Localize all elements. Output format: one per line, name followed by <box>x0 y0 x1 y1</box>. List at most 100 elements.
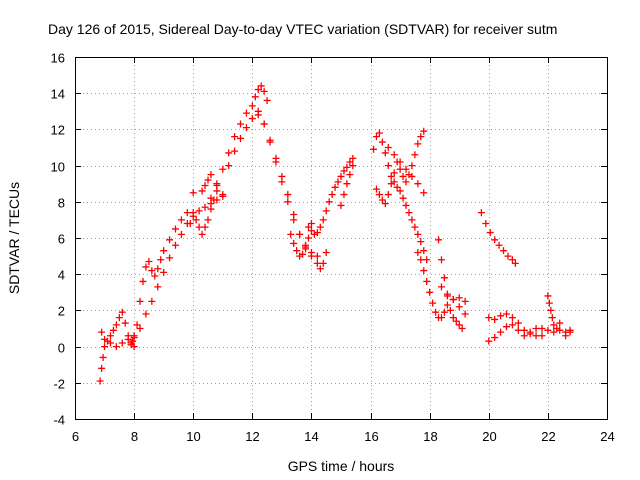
y-tick-label: 10 <box>51 160 65 175</box>
data-point-marker <box>514 319 522 327</box>
data-point-marker <box>337 201 345 209</box>
data-point-marker <box>414 248 422 256</box>
data-point-marker <box>491 236 499 244</box>
data-point-marker <box>387 180 395 188</box>
data-point-marker <box>411 151 419 159</box>
data-point-marker <box>331 183 339 191</box>
data-point-marker <box>313 229 321 237</box>
x-tick-label: 22 <box>541 429 555 444</box>
y-tick-label: 8 <box>58 196 65 211</box>
data-point-marker <box>96 377 104 385</box>
data-point-marker <box>183 209 191 217</box>
data-point-marker <box>381 200 389 208</box>
data-point-marker <box>508 256 516 264</box>
series-arc-k <box>304 154 357 238</box>
data-point-marker <box>207 194 215 202</box>
data-point-marker <box>145 258 153 266</box>
data-point-marker <box>538 325 546 332</box>
series-arc-h <box>225 111 330 273</box>
data-point-marker <box>325 198 333 206</box>
data-point-marker <box>213 182 221 190</box>
data-point-marker <box>520 326 528 334</box>
data-point-marker <box>417 133 425 141</box>
data-point-marker <box>485 337 493 345</box>
data-point-marker <box>293 247 301 255</box>
grid-lines <box>75 57 607 419</box>
data-point-marker <box>384 144 392 151</box>
data-point-marker <box>485 314 493 322</box>
data-point-marker <box>532 332 540 340</box>
data-point-marker <box>449 314 457 322</box>
data-point-marker <box>491 315 499 323</box>
data-point-marker <box>514 326 522 334</box>
data-point-marker <box>545 299 553 307</box>
data-point-marker <box>396 165 404 173</box>
data-point-marker <box>420 247 428 255</box>
data-point-marker <box>112 343 120 351</box>
data-point-marker <box>171 241 179 249</box>
data-point-marker <box>340 191 348 199</box>
data-points <box>96 82 574 385</box>
x-tick-label: 8 <box>131 429 138 444</box>
data-point-marker <box>411 223 419 231</box>
data-point-marker <box>130 334 138 342</box>
data-point-marker <box>417 256 425 264</box>
data-point-marker <box>349 162 357 170</box>
data-point-marker <box>349 154 357 162</box>
data-point-marker <box>495 241 503 249</box>
data-point-marker <box>192 216 200 224</box>
x-tick-label: 10 <box>186 429 200 444</box>
data-point-marker <box>328 191 336 199</box>
data-point-marker <box>538 332 546 340</box>
data-point-marker <box>372 133 380 141</box>
data-point-marker <box>302 245 310 253</box>
data-point-marker <box>272 154 280 162</box>
data-point-marker <box>313 252 321 260</box>
data-point-marker <box>195 207 203 215</box>
data-point-marker <box>562 332 570 340</box>
data-point-marker <box>130 343 138 351</box>
data-point-marker <box>139 277 147 285</box>
data-point-marker <box>550 328 558 336</box>
data-point-marker <box>313 259 321 267</box>
data-point-marker <box>201 203 209 211</box>
data-point-marker <box>423 256 431 264</box>
data-point-marker <box>372 185 380 193</box>
data-point-marker <box>503 323 511 331</box>
data-point-marker <box>151 272 159 280</box>
data-point-marker <box>177 216 185 224</box>
data-point-marker <box>393 183 401 191</box>
y-tick-label: -4 <box>53 413 65 428</box>
data-point-marker <box>118 339 126 347</box>
data-point-marker <box>408 172 416 180</box>
data-point-marker <box>334 178 342 186</box>
data-point-marker <box>260 120 268 128</box>
data-point-marker <box>402 165 410 173</box>
data-point-marker <box>443 290 451 298</box>
data-point-marker <box>254 86 262 94</box>
x-tick-label: 16 <box>364 429 378 444</box>
data-point-marker <box>378 196 386 204</box>
data-point-marker <box>254 111 262 119</box>
data-point-marker <box>405 209 413 217</box>
data-point-marker <box>121 319 129 327</box>
data-point-marker <box>307 227 315 235</box>
data-point-marker <box>346 171 354 179</box>
x-axis-label: GPS time / hours <box>288 458 395 474</box>
data-point-marker <box>299 250 307 258</box>
data-point-marker <box>248 115 256 123</box>
data-point-marker <box>399 172 407 180</box>
data-point-marker <box>278 172 286 180</box>
data-point-marker <box>136 297 144 305</box>
data-point-marker <box>390 169 398 177</box>
data-point-marker <box>195 223 203 231</box>
data-point-marker <box>290 239 298 247</box>
series-arc-m <box>370 129 431 264</box>
y-tick-label: 2 <box>58 304 65 319</box>
data-point-marker <box>201 223 209 231</box>
series-arc-o <box>384 144 428 197</box>
data-point-marker <box>316 265 324 273</box>
data-point-marker <box>452 317 460 325</box>
data-point-marker <box>225 149 233 157</box>
data-point-marker <box>290 210 298 218</box>
